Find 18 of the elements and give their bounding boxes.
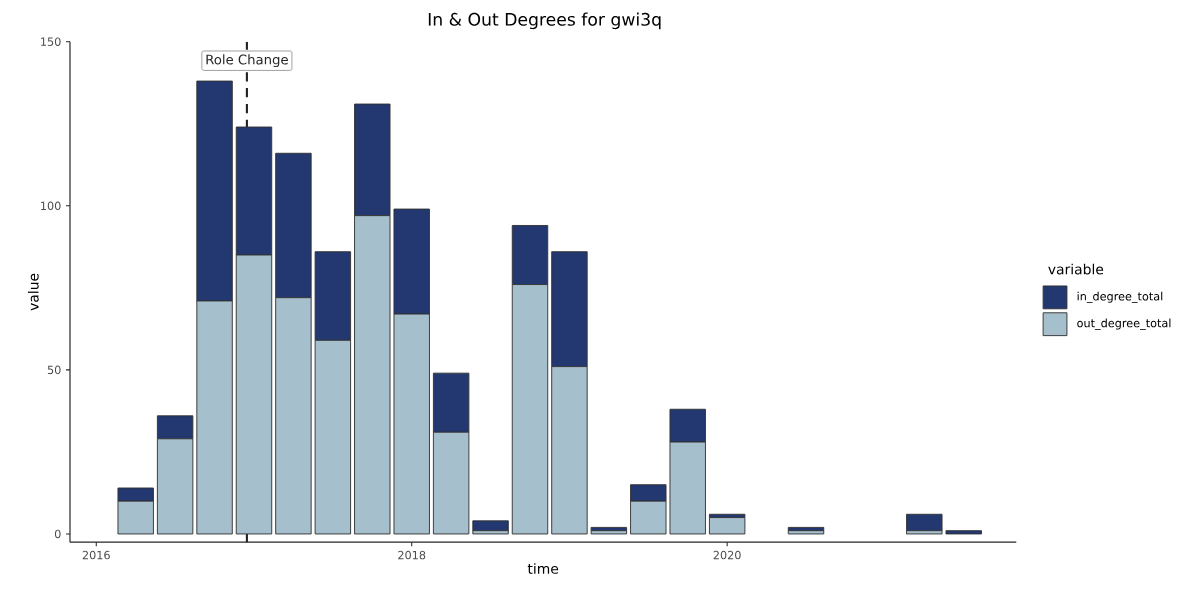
ref-line-label: Role Change [206,54,288,68]
bar [708,517,746,535]
legend-label: out_degree_total [1077,318,1171,330]
y-tick-label: 100 [41,201,61,211]
legend-title: variable [1048,263,1104,275]
x-tick-label: 2020 [713,550,741,560]
bar [945,530,982,535]
x-tick-label: 2016 [82,550,110,560]
y-axis-title: value [27,273,39,311]
y-tick-label: 50 [47,365,61,375]
legend-label: in_degree_total [1077,291,1163,304]
x-axis-title: time [527,563,559,574]
bar [472,520,509,532]
bar [906,513,943,532]
y-tick-label: 0 [54,529,61,539]
x-tick-label: 2018 [398,550,426,560]
y-tick-label: 150 [41,37,61,47]
chart-title: In & Out Degrees for gwi3q [428,12,661,30]
